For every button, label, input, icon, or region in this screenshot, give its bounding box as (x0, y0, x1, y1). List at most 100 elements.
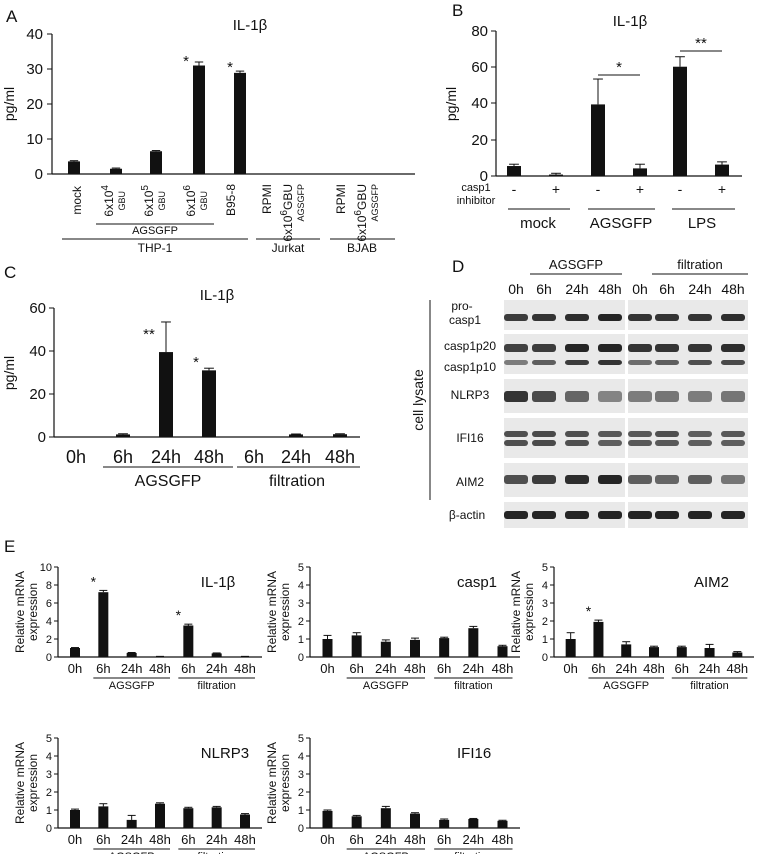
panel-e-letter: E (4, 537, 15, 556)
bar (673, 66, 687, 176)
row-label: casp1 (449, 313, 481, 327)
blot-band (628, 511, 652, 519)
row-label: IFI16 (456, 431, 484, 445)
y-tick-label: 20 (471, 132, 488, 149)
sign-label: + (718, 181, 726, 197)
x-tick-label: 48h (643, 661, 665, 676)
chart-title: casp1 (457, 574, 497, 591)
x-tick-exponent: 6 (182, 185, 193, 191)
row-label: casp1p20 (444, 339, 496, 353)
sig-star: * (616, 59, 622, 76)
bar (116, 434, 130, 437)
qpcr-chart: 0 1 2 3 4 5 Relative mRNA expression AIM2 0h * 6h 24… (509, 562, 754, 692)
y-tick-label: 20 (26, 96, 43, 113)
group-label-agsgfp: AGSGFP (590, 215, 653, 232)
x-tick-label: 0h (68, 661, 82, 676)
x-tick-label: 6h (349, 661, 363, 676)
x-tick-unit: GBU (199, 191, 209, 211)
blot-panel (504, 334, 625, 374)
x-tick-label: 48h (234, 661, 256, 676)
panel-c: C IL-1β pg/ml 0 20 40 60 ** * 0h 6h 24h … (1, 263, 360, 490)
bar (410, 639, 420, 657)
bar (183, 625, 194, 657)
x-tick-label: 48h (492, 832, 514, 847)
y-tick-label: 1 (542, 634, 548, 646)
western-blots (504, 300, 748, 528)
blot-band (688, 391, 712, 402)
group-label-bjab: BJAB (347, 241, 377, 255)
y-tick-label: 5 (298, 562, 304, 574)
bar (211, 807, 222, 828)
bar (507, 166, 521, 176)
bar (289, 434, 303, 437)
bar (410, 813, 420, 828)
y-tick-label: 2 (46, 634, 52, 646)
group-label-agsgfp: AGSGFP (132, 225, 178, 237)
blot-band (655, 344, 679, 352)
row-label: casp1p10 (444, 360, 496, 374)
x-tick-label-group: 6x106GBU AGSGFP (353, 184, 380, 242)
sign-label: - (512, 181, 517, 197)
x-tick-label: 6h (96, 661, 110, 676)
bar (591, 104, 605, 176)
panel-a-ylabel: pg/ml (1, 87, 17, 121)
blot-band (721, 391, 745, 402)
y-tick-label: 4 (46, 616, 52, 628)
qpcr-chart: 0 2 4 6 8 10 Relative mRNA expression IL-1β 0h * 6h… (13, 562, 262, 692)
y-tick-label: 3 (46, 769, 52, 781)
blot-band (628, 344, 652, 352)
x-tick-label: 0h (563, 661, 577, 676)
blot-band (504, 475, 528, 484)
row-label-casp1: casp1 (461, 182, 490, 194)
panel-b: B IL-1β pg/ml 0 20 40 60 80 * ** casp1 i… (443, 1, 742, 232)
blot-band (532, 360, 556, 365)
bar (593, 621, 604, 657)
x-tick-label: 24h (462, 661, 484, 676)
blot-band (565, 314, 589, 321)
y-tick-label: 10 (40, 562, 52, 574)
blot-band (598, 511, 622, 519)
svg-text:6x105: 6x105 (140, 185, 156, 217)
bar (439, 819, 450, 828)
blot-band (565, 344, 589, 352)
bar (704, 648, 715, 657)
x-tick-label-group: 6x104 GBU (100, 185, 127, 217)
blot-band (504, 440, 528, 446)
y-tick-label: 4 (46, 751, 52, 763)
x-tick-label: 6x10 (355, 215, 369, 241)
blot-band (565, 475, 589, 484)
blot-band (598, 314, 622, 321)
blot-band (504, 391, 528, 402)
blot-band (628, 475, 652, 484)
y-tick-label: 0 (46, 652, 52, 664)
x-tick-label: 24h (121, 661, 143, 676)
x-tick-label: 48h (149, 661, 171, 676)
sig-star: * (91, 573, 97, 589)
panel-a-title: IL-1β (233, 17, 268, 34)
side-label-cell-lysate: cell lysate (410, 369, 426, 431)
x-tick-label: 48h (404, 661, 426, 676)
y-axis-label: Relative mRNA (13, 571, 27, 653)
blot-band (721, 314, 745, 321)
chart-title: IFI16 (457, 745, 491, 762)
chart-title: AIM2 (694, 574, 729, 591)
y-tick-label: 80 (471, 23, 488, 40)
y-tick-label: 5 (298, 733, 304, 745)
y-tick-label: 0 (480, 168, 488, 185)
bar (98, 806, 109, 828)
y-axis-label: expression (278, 583, 292, 641)
bar (126, 819, 137, 828)
x-tick-label: 24h (375, 661, 397, 676)
bar (110, 168, 122, 174)
blot-band (565, 431, 589, 437)
bar (183, 808, 194, 828)
bar (468, 628, 479, 657)
panel-b-ylabel: pg/ml (443, 87, 459, 121)
blot-band (504, 511, 528, 519)
blot-band (598, 475, 622, 484)
blot-band (655, 314, 679, 321)
blot-band (655, 440, 679, 446)
x-tick-exponent: 6 (279, 210, 290, 216)
group-label-lps: LPS (688, 215, 716, 232)
blot-band (655, 391, 679, 402)
